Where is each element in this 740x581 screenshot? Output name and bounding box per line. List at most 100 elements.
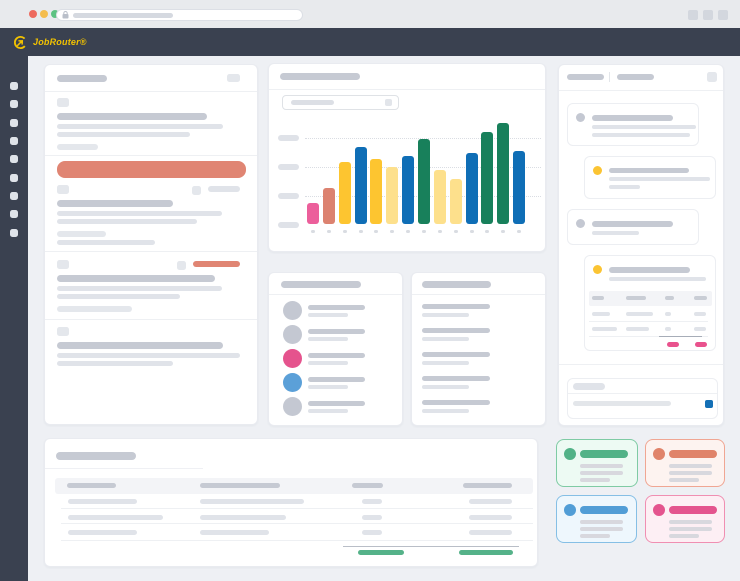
minimize-button[interactable] xyxy=(40,10,48,18)
text-list-card xyxy=(411,272,546,426)
table-header-row xyxy=(55,478,533,494)
task-line-placeholder xyxy=(57,286,222,291)
list-item[interactable] xyxy=(412,352,545,370)
row-separator xyxy=(589,336,708,337)
list-item[interactable] xyxy=(412,304,545,322)
x-axis-tick-placeholder xyxy=(485,230,490,233)
x-axis-tick-placeholder xyxy=(406,230,411,233)
mini-table-header-cell xyxy=(694,296,707,300)
chart-bar xyxy=(433,170,446,224)
item-line-placeholder xyxy=(308,313,348,317)
list-item[interactable] xyxy=(269,349,402,371)
meta-icon[interactable] xyxy=(177,261,186,270)
card-options-button[interactable] xyxy=(227,74,240,82)
tab-underline xyxy=(45,468,203,469)
table-cell-placeholder xyxy=(200,530,269,535)
notification-card-pink[interactable] xyxy=(645,495,725,543)
window-control-button[interactable] xyxy=(688,10,698,20)
gridline xyxy=(305,138,541,139)
y-axis-tick-placeholder xyxy=(278,135,299,141)
notification-line-placeholder xyxy=(580,464,623,468)
message-feed xyxy=(559,65,723,425)
table-cell-placeholder xyxy=(362,515,382,520)
list-item[interactable] xyxy=(269,325,402,347)
list-item[interactable] xyxy=(269,301,402,323)
total-value-placeholder xyxy=(667,342,679,347)
table-cell-placeholder xyxy=(469,530,512,535)
avatar xyxy=(283,349,302,368)
chart-card xyxy=(268,63,546,252)
item-title-placeholder xyxy=(308,353,365,358)
chart-filter-select[interactable] xyxy=(282,95,399,110)
tab-one-placeholder[interactable] xyxy=(567,74,604,80)
task-line-placeholder xyxy=(57,132,190,137)
sidebar-item-icon[interactable] xyxy=(10,118,18,127)
notification-title-placeholder xyxy=(580,506,628,514)
x-axis-tick-placeholder xyxy=(501,230,506,233)
task-checkbox[interactable] xyxy=(57,327,69,336)
notification-title-placeholder xyxy=(669,506,717,514)
task-line-placeholder xyxy=(57,361,173,366)
sidebar-item-icon[interactable] xyxy=(10,191,18,200)
list-item[interactable] xyxy=(269,397,402,419)
sidebar-item-icon[interactable] xyxy=(10,155,18,164)
message-composer[interactable] xyxy=(567,378,718,419)
table-cell-placeholder xyxy=(200,515,286,520)
task-line-placeholder xyxy=(57,124,223,129)
list-item[interactable] xyxy=(269,373,402,395)
list-item[interactable] xyxy=(412,328,545,346)
chart-bar xyxy=(322,188,335,224)
table-row[interactable] xyxy=(45,530,539,542)
lock-icon xyxy=(62,11,69,19)
sidebar-item-icon[interactable] xyxy=(10,100,18,109)
window-control-button[interactable] xyxy=(703,10,713,20)
card-title-placeholder xyxy=(422,281,491,288)
table-row[interactable] xyxy=(45,499,539,511)
sidebar-item-icon[interactable] xyxy=(10,173,18,182)
primary-action-button[interactable] xyxy=(57,161,246,178)
notification-line-placeholder xyxy=(669,478,699,482)
notification-card-salmon[interactable] xyxy=(645,439,725,487)
item-title-placeholder xyxy=(422,352,490,357)
jobrouter-logo-icon xyxy=(13,35,28,49)
url-bar[interactable] xyxy=(56,9,303,21)
task-checkbox[interactable] xyxy=(57,260,69,269)
item-line-placeholder xyxy=(308,385,348,389)
item-title-placeholder xyxy=(422,328,490,333)
send-button[interactable] xyxy=(705,400,713,408)
task-checkbox[interactable] xyxy=(57,185,69,194)
sidebar-item-icon[interactable] xyxy=(10,210,18,219)
table-row[interactable] xyxy=(45,515,539,527)
tab-two-placeholder[interactable] xyxy=(617,74,654,80)
message-input-placeholder[interactable] xyxy=(573,401,671,406)
sidebar-item-icon[interactable] xyxy=(10,82,18,90)
divider xyxy=(412,294,545,295)
message-bubble xyxy=(567,103,699,146)
table-cell-placeholder xyxy=(469,499,512,504)
tab-separator xyxy=(609,72,610,82)
window-control-button[interactable] xyxy=(718,10,728,20)
table-cell-placeholder xyxy=(362,499,382,504)
zoom-button[interactable] xyxy=(51,10,59,18)
chart-bar xyxy=(481,132,494,224)
item-line-placeholder xyxy=(422,313,469,317)
sidebar-item-icon[interactable] xyxy=(10,136,18,145)
card-options-button[interactable] xyxy=(707,72,717,82)
notification-card-blue[interactable] xyxy=(556,495,637,543)
task-line-placeholder xyxy=(57,219,197,224)
message-line-placeholder xyxy=(592,133,690,137)
x-axis-tick-placeholder xyxy=(517,230,522,233)
meta-icon[interactable] xyxy=(192,186,201,195)
list-item[interactable] xyxy=(412,376,545,394)
notification-title-placeholder xyxy=(580,450,628,458)
notification-card-green[interactable] xyxy=(556,439,638,487)
task-checkbox[interactable] xyxy=(57,98,69,107)
message-line-placeholder xyxy=(609,177,710,181)
close-button[interactable] xyxy=(29,10,37,18)
divider xyxy=(559,364,723,365)
task-line-placeholder xyxy=(57,211,222,216)
sidebar-item-icon[interactable] xyxy=(10,228,18,237)
x-axis-tick-placeholder xyxy=(453,230,458,233)
item-line-placeholder xyxy=(308,337,348,341)
list-item[interactable] xyxy=(412,400,545,418)
